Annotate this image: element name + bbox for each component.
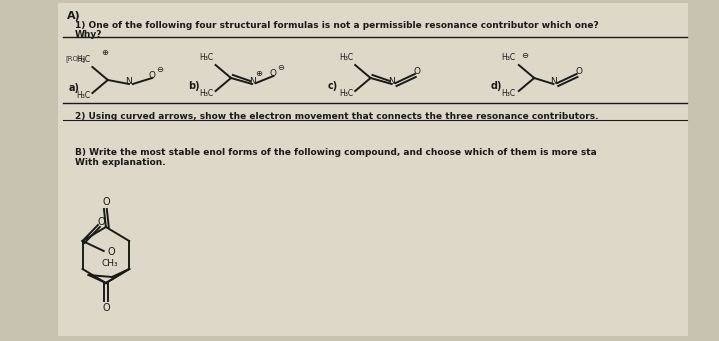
Text: H₃C: H₃C [76,56,90,64]
Text: [ROS]: [ROS] [65,55,86,62]
Text: b): b) [188,81,199,91]
Text: ⊖: ⊖ [278,62,285,72]
Text: N: N [550,76,557,86]
Text: CH₃: CH₃ [102,258,119,267]
Text: O: O [98,217,106,227]
Text: ⊕: ⊕ [255,70,262,78]
Text: ⊖: ⊖ [521,50,528,59]
Text: N: N [249,76,255,86]
Text: O: O [576,66,583,75]
FancyBboxPatch shape [58,3,688,336]
Text: H₃C: H₃C [501,89,516,99]
Text: d): d) [491,81,503,91]
Text: 2) Using curved arrows, show the electron movement that connects the three reson: 2) Using curved arrows, show the electro… [75,112,599,121]
Text: O: O [270,69,277,77]
Text: A): A) [68,11,81,21]
Text: O: O [413,66,420,75]
Text: N: N [126,76,132,86]
Text: O: O [102,303,110,313]
Text: H₃C: H₃C [199,54,214,62]
Text: O: O [149,71,155,79]
Text: B) Write the most stable enol forms of the following compound, and choose which : B) Write the most stable enol forms of t… [75,148,597,157]
Text: 1) One of the following four structural formulas is not a permissible resonance : 1) One of the following four structural … [75,21,599,30]
Text: a): a) [68,83,79,93]
Text: H₃C: H₃C [339,89,353,99]
Text: N: N [388,76,395,86]
Text: With explanation.: With explanation. [75,158,165,167]
Text: O: O [108,247,115,257]
Text: H₃C: H₃C [501,54,516,62]
Text: H₃C: H₃C [339,54,353,62]
Text: ⊕: ⊕ [101,48,108,57]
Text: H₃C: H₃C [76,91,90,101]
Text: Why?: Why? [75,30,103,39]
Text: H₃C: H₃C [199,89,214,99]
Text: c): c) [327,81,337,91]
Text: ⊖: ⊖ [156,64,163,74]
Text: O: O [102,197,110,207]
